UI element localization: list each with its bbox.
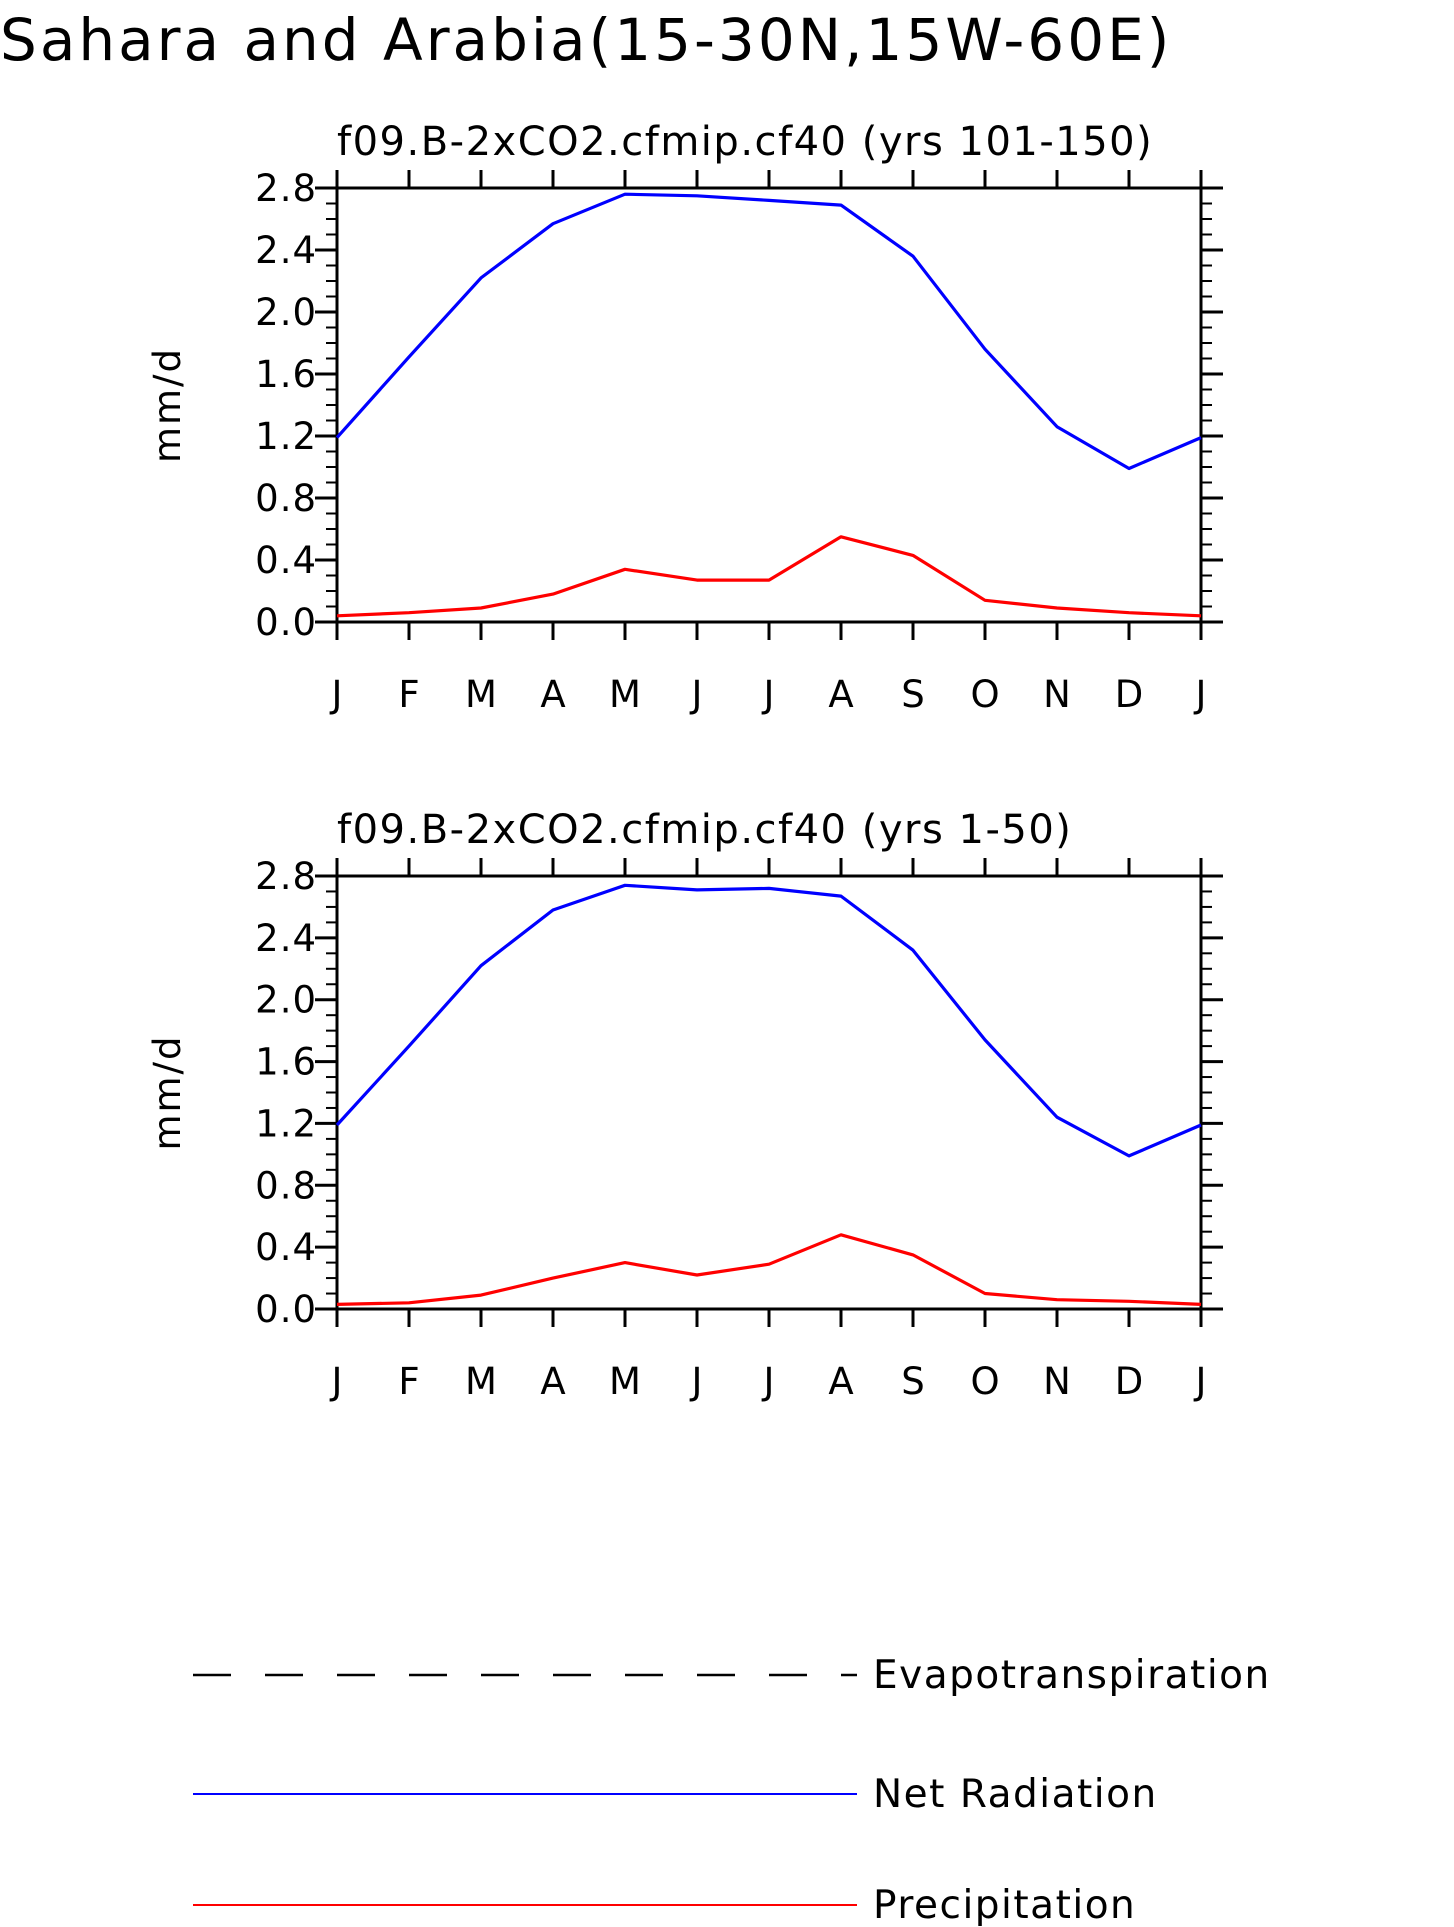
- x-tick-label: M: [609, 1360, 641, 1403]
- y-tick-label: 0.0: [255, 1288, 317, 1331]
- x-tick-label: O: [970, 673, 999, 716]
- x-tick-label: J: [690, 1360, 703, 1403]
- legend-item-net-radiation: Net Radiation: [193, 1772, 1158, 1817]
- x-tick-label: A: [540, 1360, 565, 1403]
- y-tick-label: 0.4: [255, 539, 317, 582]
- x-tick-label: M: [609, 673, 641, 716]
- x-tick-label: J: [690, 673, 703, 716]
- x-tick-label: D: [1115, 673, 1144, 716]
- series-line-precipitation: [336, 535, 1202, 618]
- x-tick-label: M: [465, 673, 497, 716]
- panel-title: f09.B-2xCO2.cfmip.cf40 (yrs 1-50): [337, 807, 1072, 853]
- y-tick-label: 2.8: [255, 855, 317, 898]
- legend-item-evapotranspiration: Evapotranspiration: [193, 1653, 1271, 1698]
- y-tick-label: 0.8: [255, 1164, 317, 1207]
- x-tick-label: M: [465, 1360, 497, 1403]
- y-axis-label: mm/d: [146, 1034, 189, 1150]
- legend-item-precipitation: Precipitation: [193, 1883, 1136, 1927]
- x-tick-label: F: [398, 673, 419, 716]
- x-tick-label: N: [1043, 1360, 1071, 1403]
- y-tick-label: 2.8: [255, 167, 317, 210]
- panel-title: f09.B-2xCO2.cfmip.cf40 (yrs 101-150): [337, 119, 1153, 165]
- y-tick-label: 0.4: [255, 1226, 317, 1269]
- x-tick-label: N: [1043, 673, 1071, 716]
- y-tick-label: 0.8: [255, 477, 317, 520]
- legend-label: Evapotranspiration: [873, 1653, 1271, 1698]
- panels: f09.B-2xCO2.cfmip.cf40 (yrs 101-150)J F M A…: [146, 119, 1223, 1403]
- x-tick-label: J: [1194, 673, 1207, 716]
- x-tick-label: S: [901, 673, 925, 716]
- y-tick-label: 2.4: [255, 229, 317, 272]
- y-tick-label: 1.2: [255, 1102, 317, 1145]
- chart-panel-1: f09.B-2xCO2.cfmip.cf40 (yrs 101-150)J F M A…: [146, 119, 1223, 716]
- y-tick-label: 0.0: [255, 601, 317, 644]
- x-tick-label: J: [330, 673, 343, 716]
- series-line-net-radiation: [335, 883, 1202, 1158]
- x-tick-label: J: [762, 673, 775, 716]
- x-tick-label: J: [762, 1360, 775, 1403]
- legend: Evapotranspiration Net Radiation Precipita…: [193, 1653, 1271, 1927]
- y-tick-label: 2.0: [255, 291, 317, 334]
- x-tick-label: J: [330, 1360, 343, 1403]
- legend-label: Precipitation: [873, 1883, 1136, 1927]
- x-tick-label: J: [1194, 1360, 1207, 1403]
- y-tick-label: 2.4: [255, 917, 317, 960]
- x-tick-label: S: [901, 1360, 925, 1403]
- legend-label: Net Radiation: [873, 1772, 1158, 1817]
- plot-frame: [335, 186, 1203, 624]
- chart-panel-2: f09.B-2xCO2.cfmip.cf40 (yrs 1-50)J F M A M J J…: [146, 807, 1223, 1403]
- y-axis-label: mm/d: [146, 347, 189, 463]
- y-tick-label: 2.0: [255, 979, 317, 1022]
- y-tick-label: 1.6: [255, 1041, 317, 1084]
- plot-frame: [335, 874, 1203, 1311]
- x-tick-label: D: [1115, 1360, 1144, 1403]
- x-tick-label: A: [828, 673, 853, 716]
- series-line-net-radiation: [335, 192, 1202, 471]
- x-tick-label: O: [970, 1360, 999, 1403]
- x-tick-label: A: [828, 1360, 853, 1403]
- x-tick-label: F: [398, 1360, 419, 1403]
- series-line-precipitation: [336, 1233, 1202, 1306]
- y-tick-label: 1.2: [255, 415, 317, 458]
- y-tick-label: 1.6: [255, 353, 317, 396]
- main-title: Sahara and Arabia(15-30N,15W-60E): [0, 6, 1172, 74]
- x-tick-label: A: [540, 673, 565, 716]
